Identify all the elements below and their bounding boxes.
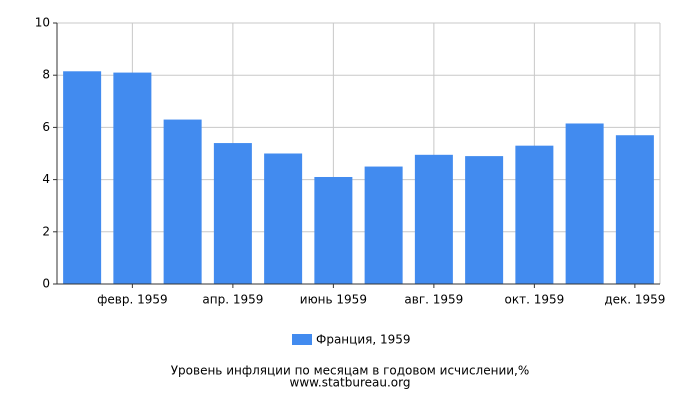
x-tick-label: февр. 1959: [97, 293, 168, 307]
bar: [615, 135, 654, 284]
bar: [63, 71, 102, 284]
x-tick-label: авг. 1959: [404, 293, 463, 307]
chart-source: www.statbureau.org: [290, 376, 411, 390]
y-tick-label: 2: [42, 224, 50, 238]
y-tick-label: 6: [42, 120, 50, 134]
x-tick-label: окт. 1959: [505, 293, 565, 307]
bar: [314, 176, 353, 284]
chart-title: Уровень инфляции по месяцам в годовом ис…: [171, 364, 530, 378]
y-tick-label: 0: [42, 277, 50, 291]
y-tick-label: 8: [42, 68, 50, 82]
bar: [414, 154, 453, 284]
bar: [515, 145, 554, 284]
y-tick-label: 4: [42, 172, 50, 186]
bar: [163, 119, 202, 284]
bar: [565, 123, 604, 284]
legend-label: Франция, 1959: [316, 333, 411, 347]
y-tick-label: 10: [35, 16, 50, 30]
x-tick-label: июнь 1959: [300, 293, 367, 307]
legend-swatch: [292, 334, 312, 345]
bar: [213, 143, 252, 284]
x-tick-label: апр. 1959: [202, 293, 263, 307]
bar: [465, 156, 504, 284]
bar: [264, 153, 303, 284]
bar: [113, 72, 152, 284]
bar: [364, 166, 403, 284]
x-tick-label: дек. 1959: [604, 293, 665, 307]
